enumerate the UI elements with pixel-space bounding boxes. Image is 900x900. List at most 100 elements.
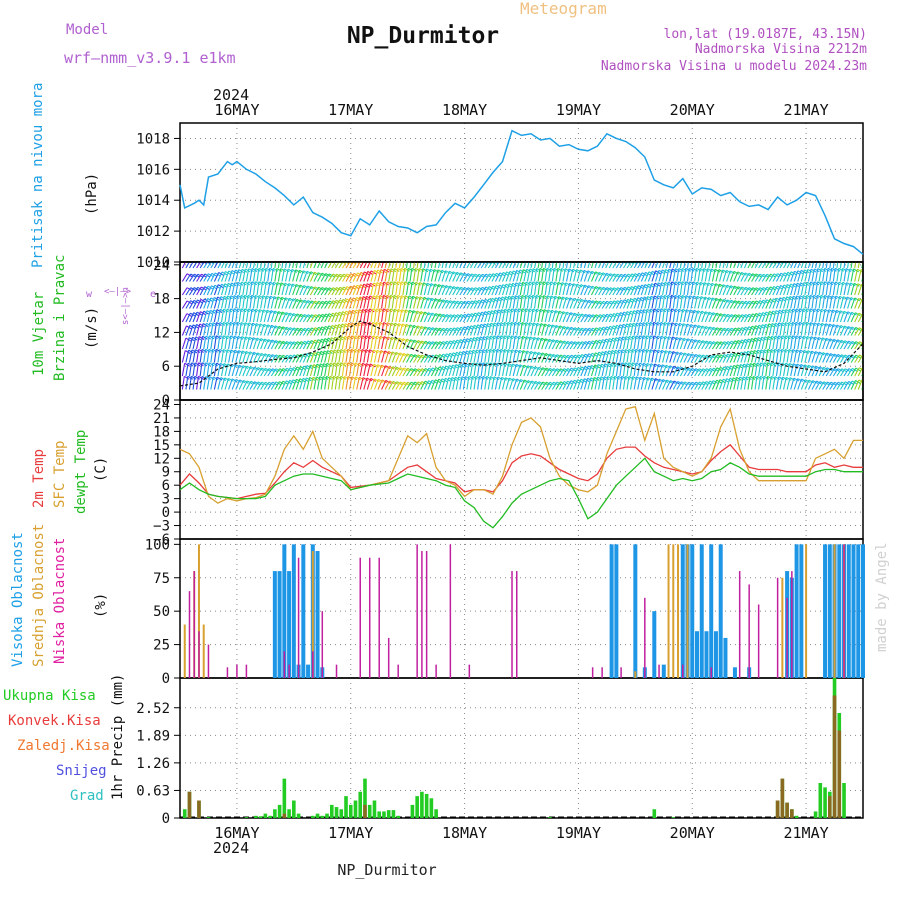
- wind-barb: [341, 310, 347, 323]
- wind-barb: [238, 295, 242, 309]
- wind-barb: [320, 262, 325, 269]
- wind-barb-flag: [508, 363, 514, 368]
- wind-barb-flag: [237, 321, 243, 326]
- wind-barb: [761, 286, 768, 296]
- wind-barb-flag: [416, 295, 422, 300]
- high-cloud-bar: [709, 544, 714, 678]
- wind-barb: [758, 362, 762, 377]
- wind-barb: [434, 284, 440, 296]
- wind-barb: [857, 269, 862, 282]
- wind-barb: [334, 286, 341, 296]
- wind-barb: [836, 296, 841, 309]
- wind-barb: [658, 364, 663, 377]
- wind-barb: [228, 364, 233, 377]
- total-precip-bar: [434, 809, 438, 818]
- wind-barb: [480, 311, 486, 323]
- wind-barb: [768, 298, 774, 309]
- wind-barb-flag: [525, 322, 532, 326]
- wind-barb: [462, 287, 469, 296]
- wind-barb: [765, 262, 771, 269]
- wind-barb-flag: [532, 294, 539, 299]
- wind-barb: [313, 286, 320, 296]
- wind-barb: [384, 365, 390, 377]
- wind-barb: [242, 351, 247, 363]
- wind-barb: [306, 286, 312, 296]
- wind-barb: [534, 366, 540, 377]
- wind-barb-flag: [657, 308, 663, 313]
- wind-barb: [274, 368, 281, 377]
- wind-barb-flag: [822, 352, 829, 356]
- wind-barb-flag: [831, 281, 837, 286]
- wind-barb: [786, 296, 791, 309]
- wind-barb: [377, 282, 381, 296]
- high-cloud-bar: [823, 544, 828, 678]
- wind-barb-flag: [566, 311, 573, 316]
- wind-barb: [569, 312, 575, 323]
- wind-barb-flag: [667, 294, 674, 299]
- wind-barb-flag: [660, 308, 667, 313]
- wind-barb-flag: [672, 336, 678, 341]
- wind-barb: [790, 283, 795, 296]
- wind-barb-flag: [867, 328, 872, 331]
- wind-barb: [676, 308, 680, 323]
- wind-barb-flag: [708, 296, 714, 301]
- wind-barb: [626, 273, 633, 282]
- wind-barb: [377, 322, 381, 336]
- wind-barb: [622, 286, 629, 296]
- wind-barb-flag: [830, 353, 836, 357]
- wind-barb: [740, 351, 745, 363]
- wind-barb-flag: [259, 308, 265, 313]
- wind-barb: [722, 314, 729, 323]
- wind-barb: [284, 262, 288, 269]
- wind-barb: [413, 354, 419, 363]
- wind-barb-flag: [842, 281, 849, 286]
- wind-barb: [747, 363, 751, 377]
- wind-barb: [686, 324, 692, 336]
- wind-barb: [441, 378, 446, 390]
- wind-barb: [388, 322, 392, 336]
- wind-barb: [850, 262, 853, 269]
- wind-barb: [263, 281, 267, 296]
- wind-barb: [199, 310, 205, 323]
- wind-barb: [466, 273, 473, 282]
- wind-barb-flag: [558, 255, 563, 258]
- wind-barb: [288, 354, 295, 363]
- wind-barb-flag: [554, 255, 559, 258]
- wind-barb: [448, 314, 455, 323]
- wind-barb-flag: [239, 257, 244, 260]
- wind-barb-flag: [262, 281, 268, 286]
- wind-barb: [647, 335, 651, 350]
- wind-barb: [783, 322, 787, 336]
- wind-barb: [608, 287, 615, 296]
- wind-barb: [398, 262, 401, 269]
- wind-barb-flag: [557, 267, 564, 272]
- wind-barb-flag: [341, 262, 346, 264]
- wind-barb: [388, 351, 393, 363]
- wind-barb: [249, 308, 253, 323]
- wind-barb-flag: [365, 349, 372, 353]
- wind-barb: [420, 326, 426, 336]
- wind-barb-flag: [680, 351, 687, 356]
- wind-barb-flag: [797, 378, 803, 383]
- wind-barb-flag: [561, 282, 568, 286]
- wind-barb: [516, 269, 521, 282]
- wind-barb: [270, 368, 277, 377]
- wind-barb: [473, 376, 477, 390]
- wind-barb-flag: [711, 282, 718, 287]
- wind-barb: [484, 376, 488, 390]
- wind-barb-flag: [810, 336, 817, 341]
- wind-barb-flag: [551, 309, 558, 314]
- wind-barb-flag: [737, 257, 742, 260]
- wind-barb: [576, 269, 581, 282]
- wind-barb: [736, 262, 741, 269]
- wind-barb: [249, 381, 256, 390]
- wind-barb: [356, 362, 360, 377]
- wind-barb-flag: [416, 310, 423, 315]
- wind-barb-flag: [355, 376, 361, 381]
- wind-barb-flag: [219, 335, 225, 340]
- wind-barb: [213, 362, 218, 377]
- wind-barb: [370, 262, 374, 269]
- wind-barb: [615, 376, 619, 390]
- wind-barb-flag: [683, 323, 689, 328]
- wind-barb: [843, 368, 850, 377]
